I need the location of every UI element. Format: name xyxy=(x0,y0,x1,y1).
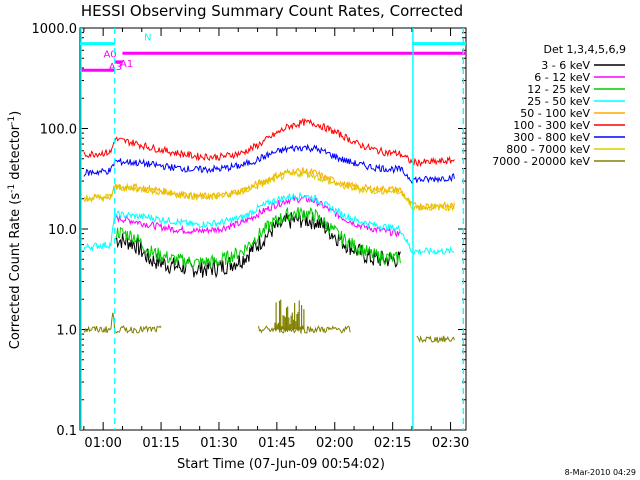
y-tick-label: 100.0 xyxy=(40,123,77,138)
legend-label: 3 - 6 keV xyxy=(541,59,590,72)
legend-label: 7000 - 20000 keV xyxy=(492,155,590,168)
y-tick-label: 1.0 xyxy=(56,324,77,339)
attenuator-label: A1 xyxy=(120,59,133,70)
x-tick-label: 02:30 xyxy=(432,436,469,451)
x-tick-label: 01:15 xyxy=(142,436,179,451)
attenuator-label: A3 xyxy=(109,62,122,73)
series-line xyxy=(83,192,455,256)
vline-layer xyxy=(80,28,464,430)
y-tick-label: 1000.0 xyxy=(32,22,78,37)
series-line xyxy=(83,168,455,212)
x-tick-label: 01:45 xyxy=(258,436,295,451)
series-line xyxy=(83,167,455,211)
y-axis-label-part3: ) xyxy=(8,111,23,116)
series-line xyxy=(115,206,401,269)
legend-label: 6 - 12 keV xyxy=(534,71,590,84)
series-layer xyxy=(83,117,455,344)
series-line xyxy=(115,194,401,238)
legend-label: 25 - 50 keV xyxy=(527,95,590,108)
chart-title: HESSI Observing Summary Count Rates, Cor… xyxy=(81,2,463,20)
x-axis-label: Start Time (07-Jun-09 00:54:02) xyxy=(177,457,385,472)
y-axis-label-part1: Corrected Count Rate (s xyxy=(8,193,23,350)
x-tick-label: 01:30 xyxy=(200,436,237,451)
footer-date: 8-Mar-2010 04:29 xyxy=(565,468,636,477)
x-tick-label: 02:00 xyxy=(316,436,353,451)
series-line xyxy=(83,312,455,344)
attenuator-label: A0 xyxy=(103,49,116,60)
y-axis-label-sup1: -1 xyxy=(7,184,17,193)
x-tick-label: 01:00 xyxy=(84,436,121,451)
legend-label: 800 - 7000 keV xyxy=(506,143,590,156)
attenuator-label: N xyxy=(144,33,151,44)
x-tick-label: 02:15 xyxy=(374,436,411,451)
legend-label: 300 - 800 keV xyxy=(513,131,590,144)
y-axis-label-sup2: -1 xyxy=(7,116,17,125)
legend-label: 100 - 300 keV xyxy=(513,119,590,132)
legend-label: 50 - 100 keV xyxy=(520,107,590,120)
series-line xyxy=(83,117,455,168)
legend-label: 12 - 25 keV xyxy=(527,83,590,96)
y-axis-label-part2: detector xyxy=(8,124,23,184)
y-axis-label: Corrected Count Rate (s-1 detector-1) xyxy=(7,111,23,349)
y-tick-label: 10.0 xyxy=(48,223,77,238)
legend-title: Det 1,3,4,5,6,9 xyxy=(543,43,626,56)
y-tick-label: 0.1 xyxy=(56,424,77,439)
series-line xyxy=(83,143,455,185)
series-line xyxy=(115,210,401,279)
